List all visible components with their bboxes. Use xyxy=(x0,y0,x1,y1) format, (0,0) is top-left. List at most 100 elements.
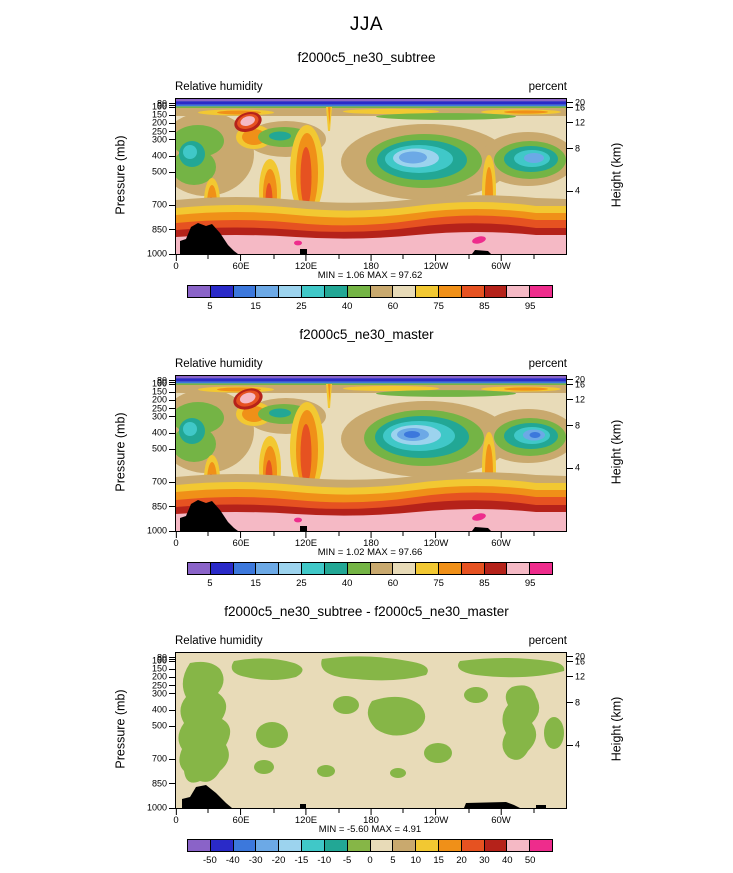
minor-tick xyxy=(533,532,534,536)
tick-label: 500 xyxy=(152,167,176,177)
colorbar-cell xyxy=(392,563,416,574)
tick-label: 12 xyxy=(566,118,585,127)
tick-label: 80 xyxy=(157,99,176,108)
colorbar-cell xyxy=(255,286,279,297)
units-label: percent xyxy=(528,358,567,370)
colorbar-tick-label: 25 xyxy=(296,301,307,312)
minor-tick xyxy=(338,255,339,259)
minor-tick xyxy=(207,255,209,259)
panel-title: f2000c5_ne30_subtree - f2000c5_ne30_mast… xyxy=(224,604,509,619)
tick-label: 700 xyxy=(152,477,176,487)
colorbar-cell xyxy=(483,563,507,574)
tick-label: 8 xyxy=(566,421,580,430)
tick-label: 400 xyxy=(152,705,176,715)
units-label: percent xyxy=(528,81,567,93)
pressure-axis-title: Pressure (mb) xyxy=(113,689,128,769)
tick-label: 8 xyxy=(566,698,580,707)
tick-label: 250 xyxy=(152,681,176,690)
tick-label: 150 xyxy=(152,387,176,397)
colorbar-tick-label: 20 xyxy=(456,855,467,866)
humidity-contour-field xyxy=(176,99,566,254)
tick-label: 700 xyxy=(152,754,176,764)
colorbar-cell xyxy=(232,840,256,851)
colorbar-tick-label: -15 xyxy=(294,855,309,866)
pressure-axis-title: Pressure (mb) xyxy=(113,135,128,215)
tick-label: 12 xyxy=(566,395,585,404)
tick-label: 4 xyxy=(566,186,580,196)
tick-label: 8 xyxy=(566,144,580,153)
colorbar-cell xyxy=(529,840,552,851)
minor-tick xyxy=(533,809,534,813)
tick-label: 180 xyxy=(363,254,379,272)
colorbar-cell xyxy=(392,840,416,851)
tick-label: 0 xyxy=(173,531,178,549)
colorbar-tick-label: -30 xyxy=(248,855,263,866)
colorbar-tick-label: 5 xyxy=(390,855,396,866)
tick-label: 120E xyxy=(295,254,317,272)
colorbar-cell xyxy=(369,840,393,851)
minor-tick xyxy=(402,532,404,536)
minor-tick xyxy=(533,255,534,259)
colorbar-cell xyxy=(415,563,438,574)
colorbar-tick-label: -50 xyxy=(203,855,217,866)
minmax-stats: MIN = -5.60 MAX = 4.91 xyxy=(318,824,422,835)
colorbar-cell xyxy=(529,563,552,574)
minor-tick xyxy=(468,809,469,813)
difference-contour-field xyxy=(176,653,566,808)
colorbar-cell xyxy=(460,286,484,297)
colorbar-cell xyxy=(278,286,302,297)
tick-label: 100 xyxy=(152,656,176,666)
minor-tick xyxy=(402,809,404,813)
colorbar-tick-label: 5 xyxy=(207,578,213,589)
colorbar-tick-label: 40 xyxy=(501,855,513,866)
colorbar-tick-label: -10 xyxy=(317,855,332,866)
colorbar-cell xyxy=(209,563,233,574)
colorbar-cell xyxy=(278,840,302,851)
minmax-stats: MIN = 1.02 MAX = 97.66 xyxy=(317,547,423,558)
tick-label: 60W xyxy=(491,531,511,549)
height-axis-title: Height (km) xyxy=(609,142,624,208)
colorbar-cell xyxy=(506,563,530,574)
tick-label: 120E xyxy=(295,808,317,826)
tick-label: 1000 xyxy=(147,526,176,536)
minor-tick xyxy=(273,532,274,536)
colorbar-tick-label: 25 xyxy=(296,578,307,589)
colorbar-cell xyxy=(437,286,461,297)
height-axis-title: Height (km) xyxy=(609,696,624,762)
tick-label: 1000 xyxy=(147,803,176,813)
colorbar-tick-label: 40 xyxy=(341,301,353,312)
colorbar-cell xyxy=(506,840,530,851)
tick-label: 100 xyxy=(152,102,176,112)
colorbar-cell xyxy=(301,563,324,574)
tick-label: 16 xyxy=(566,657,585,666)
colorbar-tick-label: 10 xyxy=(410,855,422,866)
field-label: Relative humidity xyxy=(175,358,263,370)
colorbar-cell xyxy=(483,286,507,297)
colorbar-main: 5 15 25 40 60 75 85 95 xyxy=(187,285,553,319)
tick-label: 0 xyxy=(173,808,178,826)
contour-plot-difference: 80 90 100 150 200 250 300 400 500 700 850 1000 20 16… xyxy=(147,652,585,826)
tick-label: 120E xyxy=(295,531,317,549)
minor-tick xyxy=(468,255,469,259)
colorbar-tick-label: 0 xyxy=(367,855,373,866)
panel-title: f2000c5_ne30_subtree xyxy=(297,50,436,65)
plot-header: Relative humidity percent xyxy=(175,635,567,647)
panel-title: f2000c5_ne30_master xyxy=(299,327,434,342)
colorbar-cell xyxy=(255,563,279,574)
panel-difference: f2000c5_ne30_subtree - f2000c5_ne30_mast… xyxy=(0,598,733,873)
colorbar-cell xyxy=(278,563,302,574)
colorbar-cell xyxy=(301,286,324,297)
minor-tick xyxy=(207,809,209,813)
colorbar-cell xyxy=(437,840,461,851)
colorbar-cell xyxy=(529,286,552,297)
tick-label: 1000 xyxy=(147,249,176,259)
tick-label: 250 xyxy=(152,127,176,136)
colorbar-cell xyxy=(369,286,393,297)
colorbar-cell xyxy=(209,840,233,851)
tick-label: 90 xyxy=(157,101,176,110)
minmax-stats: MIN = 1.06 MAX = 97.62 xyxy=(317,270,423,281)
colorbar-cell xyxy=(188,840,210,851)
minor-tick xyxy=(273,255,274,259)
colorbar-boxes xyxy=(187,562,553,575)
colorbar-tick-label: -20 xyxy=(271,855,286,866)
